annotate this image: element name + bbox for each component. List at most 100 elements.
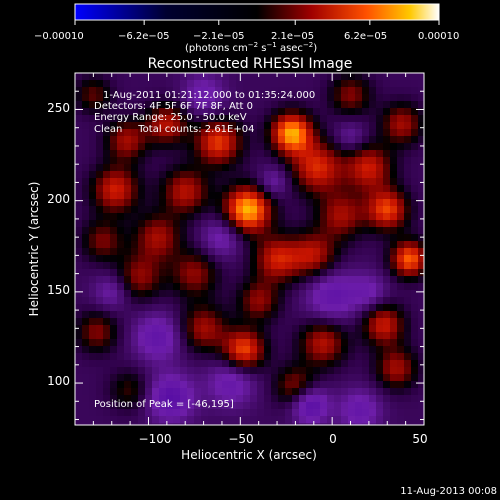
heatmap-cell: [320, 402, 328, 410]
heatmap-cell: [208, 164, 216, 172]
heatmap-cell: [152, 150, 160, 158]
heatmap-cell: [152, 269, 160, 277]
heatmap-cell: [299, 206, 307, 214]
heatmap-cell: [278, 80, 286, 88]
heatmap-cell: [166, 234, 174, 242]
heatmap-cell: [187, 234, 195, 242]
heatmap-cell: [327, 164, 335, 172]
heatmap-cell: [264, 150, 272, 158]
heatmap-cell: [89, 346, 97, 354]
heatmap-cell: [103, 171, 111, 179]
heatmap-cell: [278, 276, 286, 284]
heatmap-cell: [320, 220, 328, 228]
heatmap-cell: [75, 269, 83, 277]
heatmap-cell: [320, 276, 328, 284]
heatmap-cell: [110, 297, 118, 305]
heatmap-cell: [313, 115, 321, 123]
heatmap-cell: [159, 185, 167, 193]
heatmap-cell: [285, 164, 293, 172]
heatmap-cell: [299, 360, 307, 368]
heatmap-cell: [243, 108, 251, 116]
heatmap-cell: [201, 178, 209, 186]
heatmap-cell: [341, 178, 349, 186]
heatmap-cell: [208, 374, 216, 382]
heatmap-cell: [390, 290, 398, 298]
heatmap-cell: [404, 332, 412, 340]
heatmap-cell: [145, 367, 153, 375]
heatmap-cell: [110, 325, 118, 333]
heatmap-cell: [201, 101, 209, 109]
heatmap-cell: [124, 178, 132, 186]
heatmap-cell: [362, 157, 370, 165]
heatmap-cell: [411, 73, 419, 81]
heatmap-cell: [187, 325, 195, 333]
heatmap-cell: [383, 339, 391, 347]
heatmap-cell: [320, 346, 328, 354]
heatmap-cell: [341, 94, 349, 102]
heatmap-cell: [306, 227, 314, 235]
heatmap-cell: [166, 360, 174, 368]
heatmap-cell: [327, 129, 335, 137]
heatmap-cell: [159, 283, 167, 291]
heatmap-cell: [152, 192, 160, 200]
heatmap-cell: [299, 423, 307, 425]
heatmap-cell: [103, 115, 111, 123]
heatmap-cell: [257, 129, 265, 137]
heatmap-cell: [117, 227, 125, 235]
heatmap-cell: [110, 367, 118, 375]
heatmap-cell: [306, 360, 314, 368]
heatmap-cell: [292, 129, 300, 137]
heatmap-cell: [362, 80, 370, 88]
heatmap-cell: [383, 304, 391, 312]
heatmap-cell: [334, 234, 342, 242]
heatmap-cell: [187, 213, 195, 221]
heatmap-cell: [173, 199, 181, 207]
heatmap-cell: [292, 381, 300, 389]
heatmap-cell: [362, 185, 370, 193]
heatmap-cell: [390, 353, 398, 361]
heatmap-cell: [348, 360, 356, 368]
heatmap-cell: [306, 402, 314, 410]
heatmap-cell: [159, 395, 167, 403]
heatmap-cell: [103, 185, 111, 193]
heatmap-cell: [222, 171, 230, 179]
heatmap-cell: [355, 122, 363, 130]
heatmap-cell: [418, 122, 424, 130]
heatmap-cell: [145, 213, 153, 221]
heatmap-cell: [243, 388, 251, 396]
heatmap-cell: [285, 178, 293, 186]
heatmap-cell: [320, 108, 328, 116]
heatmap-cell: [215, 367, 223, 375]
heatmap-cell: [383, 290, 391, 298]
heatmap-cell: [236, 304, 244, 312]
heatmap-cell: [334, 423, 342, 425]
heatmap-cell: [222, 297, 230, 305]
heatmap-cell: [103, 423, 111, 425]
heatmap-cell: [348, 143, 356, 151]
heatmap-cell: [173, 262, 181, 270]
heatmap-cell: [390, 143, 398, 151]
heatmap-cell: [341, 360, 349, 368]
heatmap-cell: [418, 171, 424, 179]
heatmap-cell: [348, 304, 356, 312]
heatmap-cell: [320, 192, 328, 200]
heatmap-cell: [411, 157, 419, 165]
heatmap-cell: [327, 395, 335, 403]
heatmap-cell: [166, 339, 174, 347]
heatmap-cell: [306, 234, 314, 242]
heatmap-cell: [110, 241, 118, 249]
heatmap-cell: [159, 129, 167, 137]
heatmap-cell: [327, 143, 335, 151]
heatmap-cell: [327, 353, 335, 361]
heatmap-cell: [145, 185, 153, 193]
heatmap-cell: [313, 318, 321, 326]
heatmap-cell: [334, 227, 342, 235]
heatmap-cell: [390, 297, 398, 305]
heatmap-cell: [131, 115, 139, 123]
heatmap-cell: [96, 94, 104, 102]
heatmap-cell: [348, 178, 356, 186]
heatmap-cell: [376, 367, 384, 375]
heatmap-cell: [110, 234, 118, 242]
heatmap-cell: [110, 136, 118, 144]
heatmap-cell: [383, 360, 391, 368]
